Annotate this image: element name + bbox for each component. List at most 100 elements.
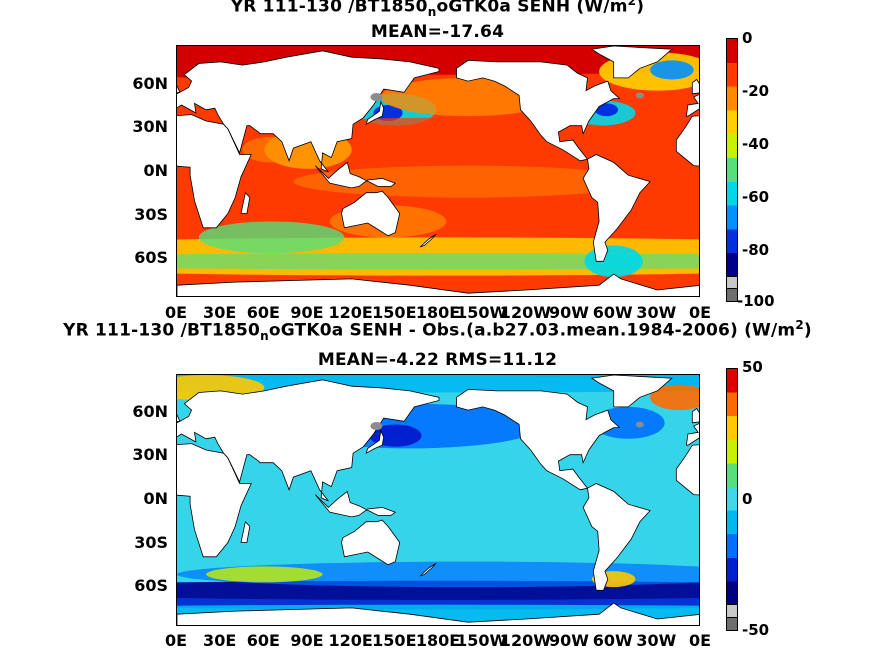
title-superscript: 2 (795, 318, 804, 332)
lat-label: 60N (132, 402, 168, 421)
lon-label: 120W (499, 631, 551, 650)
lat-label: 60N (132, 74, 168, 93)
map-plot (176, 374, 700, 626)
land-nz (419, 233, 437, 248)
colorbar-under (726, 288, 738, 302)
lat-label: 30N (132, 445, 168, 464)
field-patch (591, 406, 665, 439)
land-australia (341, 190, 401, 237)
lon-label: 90W (549, 631, 589, 650)
map-svg (177, 46, 699, 296)
colorbar-tick: -20 (742, 82, 770, 100)
lat-label: 0N (143, 161, 168, 180)
land-indonesia (314, 490, 397, 518)
land-africa (177, 114, 252, 229)
lat-label: 0N (143, 489, 168, 508)
lat-label: 60S (134, 248, 168, 267)
chart-title: YR 111-130 /BT1850noGTK0a SENH - Obs.(a.… (0, 318, 875, 343)
lat-label: 30S (134, 533, 168, 552)
land-uk-wrap (691, 407, 699, 424)
lon-label: 30W (636, 303, 677, 322)
colorbar-under (726, 617, 738, 631)
colorbar-tick: -50 (742, 621, 770, 639)
land-samerica (582, 154, 651, 262)
lon-label: 180E (415, 303, 461, 322)
lat-label: 30S (134, 205, 168, 224)
colorbar-tick: 50 (742, 358, 763, 376)
land-africa (177, 443, 252, 558)
land-eurasia-wrap (685, 94, 699, 117)
land-madagascar (240, 520, 251, 543)
land-australia (341, 519, 401, 566)
land-africa-wrap (675, 444, 699, 496)
lon-label: 150W (456, 631, 508, 650)
lon-label: 60E (246, 631, 280, 650)
field-patch (206, 566, 323, 583)
lat-label: 30N (132, 117, 168, 136)
land-namerica (456, 59, 621, 162)
lon-label: 90E (290, 303, 324, 322)
lon-label: 60E (246, 303, 280, 322)
map-svg (177, 375, 699, 625)
chart-subtitle: MEAN=-17.64 (370, 22, 505, 42)
land-mask (177, 46, 699, 296)
land-africa-wrap (675, 115, 699, 167)
land-japan (365, 429, 385, 455)
title-subscript: n (427, 5, 437, 20)
title-tail: oGTK0a SENH - Obs.(a.b27.03.mean.1984-20… (268, 320, 796, 341)
land-greenland (590, 375, 673, 408)
land-madagascar (240, 191, 251, 214)
lon-label: 0E (164, 631, 188, 650)
land-greenland (590, 46, 673, 79)
lon-label: 30W (636, 631, 677, 650)
land-antarctica (177, 273, 699, 296)
land-namerica (456, 388, 621, 491)
lon-label: 120W (499, 303, 551, 322)
lat-label: 60S (134, 576, 168, 595)
missing-patch (635, 92, 644, 99)
colorbar-tick: -80 (742, 241, 770, 259)
colorbar-tick: 0 (742, 29, 753, 47)
land-eurasia-wrap (685, 423, 699, 446)
lon-label: 150W (456, 303, 508, 322)
map-plot (176, 45, 700, 297)
land-uk-wrap (691, 78, 699, 95)
lon-label: 150E (372, 631, 417, 650)
lon-label: 90E (290, 631, 324, 650)
lon-label: 90W (549, 303, 589, 322)
colorbar-gray (726, 604, 738, 618)
title-main: YR 111-130 /BT1850 (63, 320, 261, 341)
lon-label: 30E (203, 631, 237, 650)
lon-label: 150E (372, 303, 417, 322)
title-tail: oGTK0a SENH (W/m (436, 0, 628, 17)
land-antarctica (177, 602, 699, 625)
colorbar (726, 368, 738, 606)
field-patch (594, 103, 619, 117)
lon-label: 120E (328, 631, 373, 650)
lon-label: 60W (592, 631, 633, 650)
title-close: ) (803, 320, 812, 341)
title-main: YR 111-130 /BT1850 (230, 0, 428, 17)
land-japan (365, 100, 385, 126)
lon-label: 0E (688, 303, 712, 322)
lon-label: 0E (688, 631, 712, 650)
field-patch (650, 60, 694, 80)
field-patch (650, 384, 699, 411)
land-samerica (582, 483, 651, 591)
land-mask (177, 375, 699, 625)
chart-title: YR 111-130 /BT1850noGTK0a SENH (W/m2) (0, 0, 875, 19)
land-eurasia (177, 379, 440, 502)
land-uk (177, 414, 181, 423)
missing-patch (635, 421, 644, 428)
title-subscript: n (260, 329, 269, 344)
land-uk (177, 85, 181, 94)
colorbar-tick: -60 (742, 188, 770, 206)
missing-patch (370, 93, 383, 102)
colorbar-tick: 0 (742, 490, 753, 508)
lon-label: 0E (164, 303, 188, 322)
missing-patch (370, 422, 383, 431)
field-patch (177, 561, 699, 588)
lon-label: 180E (415, 631, 461, 650)
